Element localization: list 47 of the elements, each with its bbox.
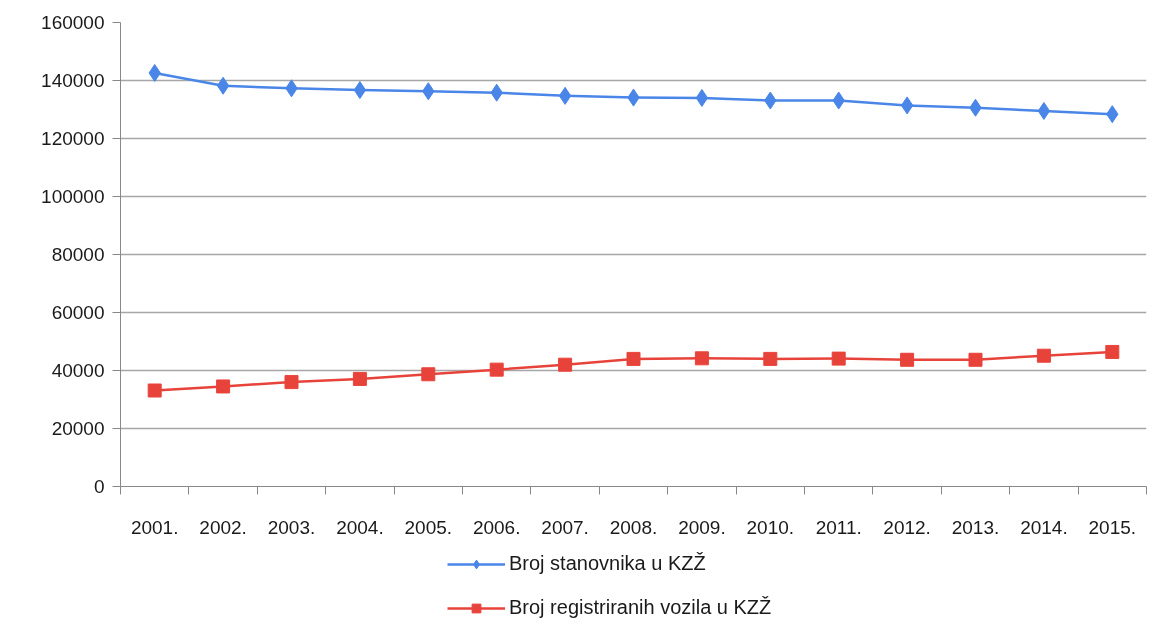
point — [968, 352, 983, 367]
x-tick-label: 2001. — [130, 516, 179, 538]
point — [284, 375, 299, 390]
point — [352, 371, 367, 386]
x-tick-label: 2008. — [609, 516, 658, 538]
x-tick-label: 2005. — [404, 516, 453, 538]
y-tick-label: 140000 — [41, 70, 105, 91]
point — [421, 367, 436, 382]
x-tick-label: 2011. — [815, 516, 862, 538]
point — [353, 81, 367, 100]
point — [695, 88, 709, 107]
x-tick-label: 2004. — [336, 516, 384, 538]
point — [1037, 101, 1051, 120]
y-tick-label: 100000 — [41, 186, 105, 207]
y-tick-label: 80000 — [51, 244, 105, 265]
x-tick-label: 2014. — [1020, 516, 1068, 538]
y-tick-label: 0 — [93, 476, 105, 497]
y-tick-label: 160000 — [41, 12, 105, 33]
point — [216, 76, 230, 95]
point — [763, 351, 778, 366]
point — [900, 352, 915, 367]
x-tick-label: 2010. — [746, 516, 795, 538]
y-tick-label: 40000 — [51, 360, 105, 381]
x-tick-label: 2002. — [199, 516, 247, 538]
point — [1036, 348, 1051, 363]
point — [1105, 344, 1120, 359]
x-tick-label: 2015. — [1088, 516, 1137, 538]
legend-label: Broj stanovnika u KZŽ — [509, 552, 706, 575]
x-tick-label: 2003. — [267, 516, 316, 538]
point — [216, 379, 231, 394]
legend-label: Broj registriranih vozila u KZŽ — [509, 596, 772, 619]
point — [147, 383, 162, 398]
y-tick-label: 60000 — [51, 302, 105, 323]
x-tick-label: 2007. — [541, 516, 589, 538]
point — [558, 86, 572, 105]
point — [694, 351, 709, 366]
point — [489, 362, 504, 377]
point — [558, 357, 573, 372]
y-tick-label: 20000 — [51, 418, 105, 439]
x-tick-label: 2012. — [883, 516, 931, 538]
y-tick-label: 120000 — [41, 128, 105, 149]
x-tick-label: 2009. — [678, 516, 726, 538]
point — [900, 96, 914, 115]
point — [831, 351, 846, 366]
point — [626, 351, 641, 366]
x-tick-label: 2013. — [951, 516, 1000, 538]
x-tick-label: 2006. — [472, 516, 521, 538]
